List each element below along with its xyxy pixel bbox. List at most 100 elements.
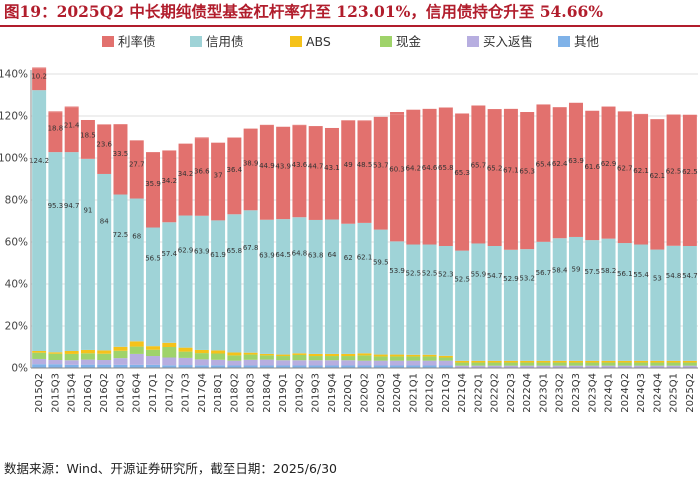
bar-segment-0-16 <box>292 125 307 218</box>
bar-segment-5-4 <box>97 364 112 368</box>
bar-segment-1-40 <box>682 245 697 361</box>
bar-segment-2-17 <box>308 353 323 357</box>
bar-segment-4-30 <box>520 365 535 368</box>
data-label-credit: 56.5 <box>145 255 161 263</box>
bar-segment-3-37 <box>634 362 649 366</box>
bar-segment-0-7 <box>146 152 161 228</box>
data-label-rate: 43.1 <box>324 164 340 172</box>
bar-segment-1-33 <box>568 236 583 361</box>
bar-segment-2-0 <box>32 350 47 353</box>
x-tick-label: 2018Q3 <box>246 373 257 413</box>
x-tick-label: 2023Q3 <box>571 373 582 413</box>
data-label-credit: 72.5 <box>113 231 129 239</box>
y-tick-label: 0% <box>11 363 28 375</box>
x-tick-label: 2024Q1 <box>604 373 615 413</box>
legend-label-1: 信用债 <box>206 34 244 49</box>
bar-segment-1-11 <box>211 220 226 351</box>
bar-segment-2-35 <box>601 360 616 363</box>
x-tick-label: 2022Q2 <box>490 373 501 413</box>
bar-segment-0-15 <box>276 126 291 220</box>
bar-segment-2-22 <box>390 354 405 357</box>
data-label-rate: 44.9 <box>259 162 275 170</box>
data-label-credit: 52.9 <box>503 275 519 283</box>
x-tick-label: 2021Q4 <box>457 373 468 413</box>
x-tick-label: 2019Q1 <box>278 373 289 413</box>
bar-segment-1-17 <box>308 219 323 354</box>
data-label-credit: 59 <box>572 266 581 274</box>
bar-segment-3-25 <box>438 357 453 361</box>
x-tick-label: 2018Q2 <box>229 373 240 413</box>
bar-segment-0-2 <box>64 107 79 153</box>
bar-segment-2-5 <box>113 346 128 351</box>
bar-segment-3-34 <box>585 362 600 366</box>
bar-segment-2-23 <box>406 354 421 357</box>
data-label-rate: 37 <box>214 172 223 180</box>
bar-segment-1-13 <box>243 210 258 353</box>
bar-segment-1-22 <box>390 241 405 355</box>
x-tick-label: 2020Q1 <box>343 373 354 413</box>
bar-segment-1-36 <box>617 243 632 361</box>
x-tick-label: 2019Q2 <box>294 373 305 413</box>
y-tick-label: 20% <box>5 321 28 333</box>
bar-segment-4-18 <box>324 360 339 366</box>
bar-segment-3-27 <box>471 362 486 366</box>
bar-segment-5-3 <box>80 364 95 368</box>
bar-segment-2-1 <box>48 352 63 354</box>
bar-segment-0-8 <box>162 150 177 223</box>
data-label-rate: 49 <box>344 161 353 169</box>
bar-segment-4-8 <box>162 357 177 366</box>
bar-segment-5-19 <box>341 365 356 368</box>
bar-segment-0-0 <box>32 68 47 91</box>
data-label-credit: 95.3 <box>48 202 64 210</box>
bar-segment-1-19 <box>341 223 356 354</box>
bar-segment-2-8 <box>162 342 177 347</box>
x-tick-label: 2022Q1 <box>473 373 484 413</box>
bar-segment-1-4 <box>97 173 112 351</box>
x-tick-label: 2020Q3 <box>376 373 387 413</box>
data-label-rate: 67.1 <box>503 166 519 174</box>
data-label-credit: 62 <box>344 254 353 262</box>
data-label-credit: 52.5 <box>422 269 438 277</box>
bar-segment-3-22 <box>390 356 405 361</box>
bar-segment-5-17 <box>308 365 323 368</box>
data-label-credit: 65.8 <box>227 247 243 255</box>
x-tick-label: 2022Q3 <box>506 373 517 413</box>
data-label-rate: 62.5 <box>666 168 682 176</box>
bar-segment-3-26 <box>455 362 470 366</box>
bar-segment-0-11 <box>211 142 226 221</box>
bar-segment-0-6 <box>129 140 144 199</box>
bar-segment-2-20 <box>357 353 372 356</box>
data-label-rate: 38.9 <box>243 159 259 167</box>
bar-segment-3-4 <box>97 353 112 361</box>
bar-segment-1-38 <box>650 249 665 361</box>
data-label-rate: 43.9 <box>275 162 291 170</box>
bar-segment-2-36 <box>617 360 632 363</box>
bar-segment-2-33 <box>568 360 583 363</box>
x-tick-label: 2025Q2 <box>685 373 696 413</box>
bar-segment-5-13 <box>243 365 258 368</box>
bar-segment-3-32 <box>552 362 567 366</box>
bar-segment-4-17 <box>308 360 323 366</box>
data-label-credit: 62.9 <box>178 247 194 255</box>
bar-segment-0-21 <box>373 116 388 230</box>
bar-segment-4-40 <box>682 365 697 368</box>
data-label-rate: 65.3 <box>454 169 470 177</box>
chart-bars <box>32 67 697 368</box>
bar-segment-2-13 <box>243 352 258 355</box>
bar-segment-2-6 <box>129 341 144 347</box>
bar-segment-1-29 <box>503 249 518 361</box>
bar-top-2 <box>64 106 79 108</box>
bar-segment-1-26 <box>455 250 470 361</box>
bar-segment-4-39 <box>666 365 681 368</box>
bar-segment-2-24 <box>422 354 437 357</box>
bar-segment-5-21 <box>373 365 388 368</box>
y-tick-label: 40% <box>5 279 28 291</box>
bar-segment-4-4 <box>97 360 112 365</box>
bar-segment-1-10 <box>194 215 209 350</box>
y-tick-label: 100% <box>0 153 28 165</box>
bar-segment-1-34 <box>585 240 600 361</box>
bar-segment-3-14 <box>259 355 274 360</box>
bar-segment-5-5 <box>113 364 128 368</box>
data-label-rate: 65.3 <box>519 168 535 176</box>
data-label-credit: 94.7 <box>64 202 80 210</box>
